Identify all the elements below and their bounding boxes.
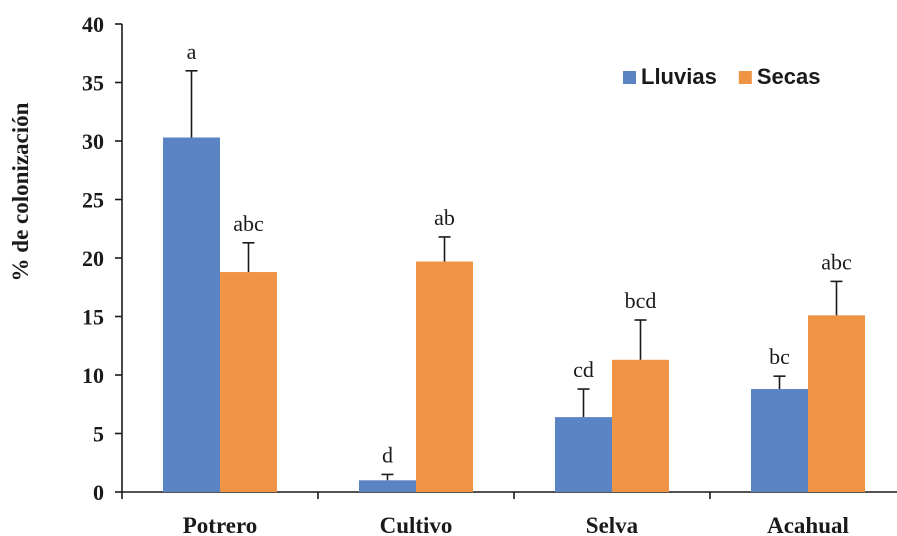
significance-label: bc (769, 344, 790, 369)
y-tick-label: 0 (93, 480, 104, 505)
significance-label: abc (233, 211, 264, 236)
significance-label: ab (434, 205, 455, 230)
significance-label: d (382, 442, 393, 467)
y-axis: 0 5 10 15 20 25 30 35 40 (82, 12, 123, 505)
bars-group: a d cd bc abc ab bcd abc (163, 39, 865, 493)
bar-secas (808, 315, 865, 492)
bar-secas (416, 261, 473, 492)
y-axis-label: % de colonización (8, 102, 33, 281)
y-tick-label: 35 (82, 71, 104, 96)
legend-swatch-secas (738, 71, 752, 84)
y-tick-label: 5 (93, 422, 104, 447)
bar-lluvias (359, 480, 416, 492)
y-tick-label: 20 (82, 246, 104, 271)
y-tick-label: 25 (82, 188, 104, 213)
y-tick-label: 10 (82, 363, 104, 388)
bar-lluvias (163, 137, 220, 493)
y-tick-label: 30 (82, 129, 104, 154)
x-category-label: Potrero (183, 513, 258, 536)
bar-lluvias (751, 389, 808, 492)
bar-lluvias (555, 417, 612, 492)
bar-secas (220, 272, 277, 492)
significance-label: bcd (625, 288, 657, 313)
significance-label: abc (821, 249, 852, 274)
legend-label-lluvias: Lluvias (641, 64, 717, 89)
significance-label: cd (573, 357, 594, 382)
y-tick-label: 40 (82, 12, 104, 37)
legend-swatch-lluvias (623, 71, 636, 84)
x-axis: Potrero Cultivo Selva Acahual (121, 491, 897, 536)
legend-label-secas: Secas (757, 64, 821, 89)
y-tick-label: 15 (82, 305, 104, 330)
x-category-label: Selva (586, 513, 639, 536)
significance-label: a (187, 39, 197, 64)
legend: Lluvias Secas (623, 64, 820, 89)
x-category-label: Acahual (767, 513, 849, 536)
bar-secas (612, 359, 669, 492)
x-category-label: Cultivo (380, 513, 453, 536)
